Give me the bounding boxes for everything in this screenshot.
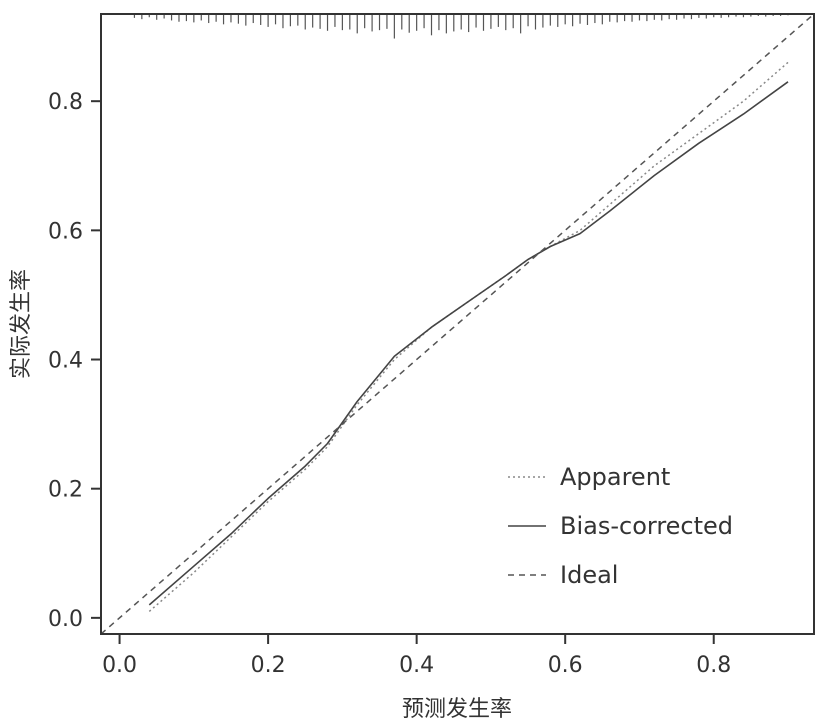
plot-frame <box>100 13 815 635</box>
x-tick-label: 0.8 <box>696 653 731 678</box>
x-tick-label: 0.4 <box>399 653 434 678</box>
y-axis-title: 实际发生率 <box>9 269 34 379</box>
x-tick-label: 0.0 <box>102 653 137 678</box>
legend-label: Bias-corrected <box>560 512 733 540</box>
x-tick-label: 0.2 <box>251 653 286 678</box>
x-tick-label: 0.6 <box>548 653 583 678</box>
y-tick-label: 0.0 <box>48 607 83 632</box>
series-line-bias-corrected <box>148 81 789 606</box>
legend-label: Ideal <box>560 561 618 589</box>
x-axis-ticks: 0.0 0.2 0.4 0.6 0.8 <box>102 634 731 678</box>
legend: Apparent Bias-corrected Ideal <box>508 463 733 589</box>
y-tick-label: 0.4 <box>48 349 83 374</box>
y-tick-label: 0.2 <box>48 478 83 503</box>
series-line-apparent <box>148 61 789 612</box>
y-tick-label: 0.6 <box>48 219 83 244</box>
rug-marks <box>133 14 789 39</box>
x-axis-title: 预测发生率 <box>402 697 512 722</box>
legend-label: Apparent <box>560 463 670 491</box>
series-line-ideal <box>100 13 815 635</box>
y-tick-label: 0.8 <box>48 90 83 115</box>
y-axis-ticks: 0.0 0.2 0.4 0.6 0.8 <box>48 90 101 632</box>
series-lines <box>100 13 815 635</box>
